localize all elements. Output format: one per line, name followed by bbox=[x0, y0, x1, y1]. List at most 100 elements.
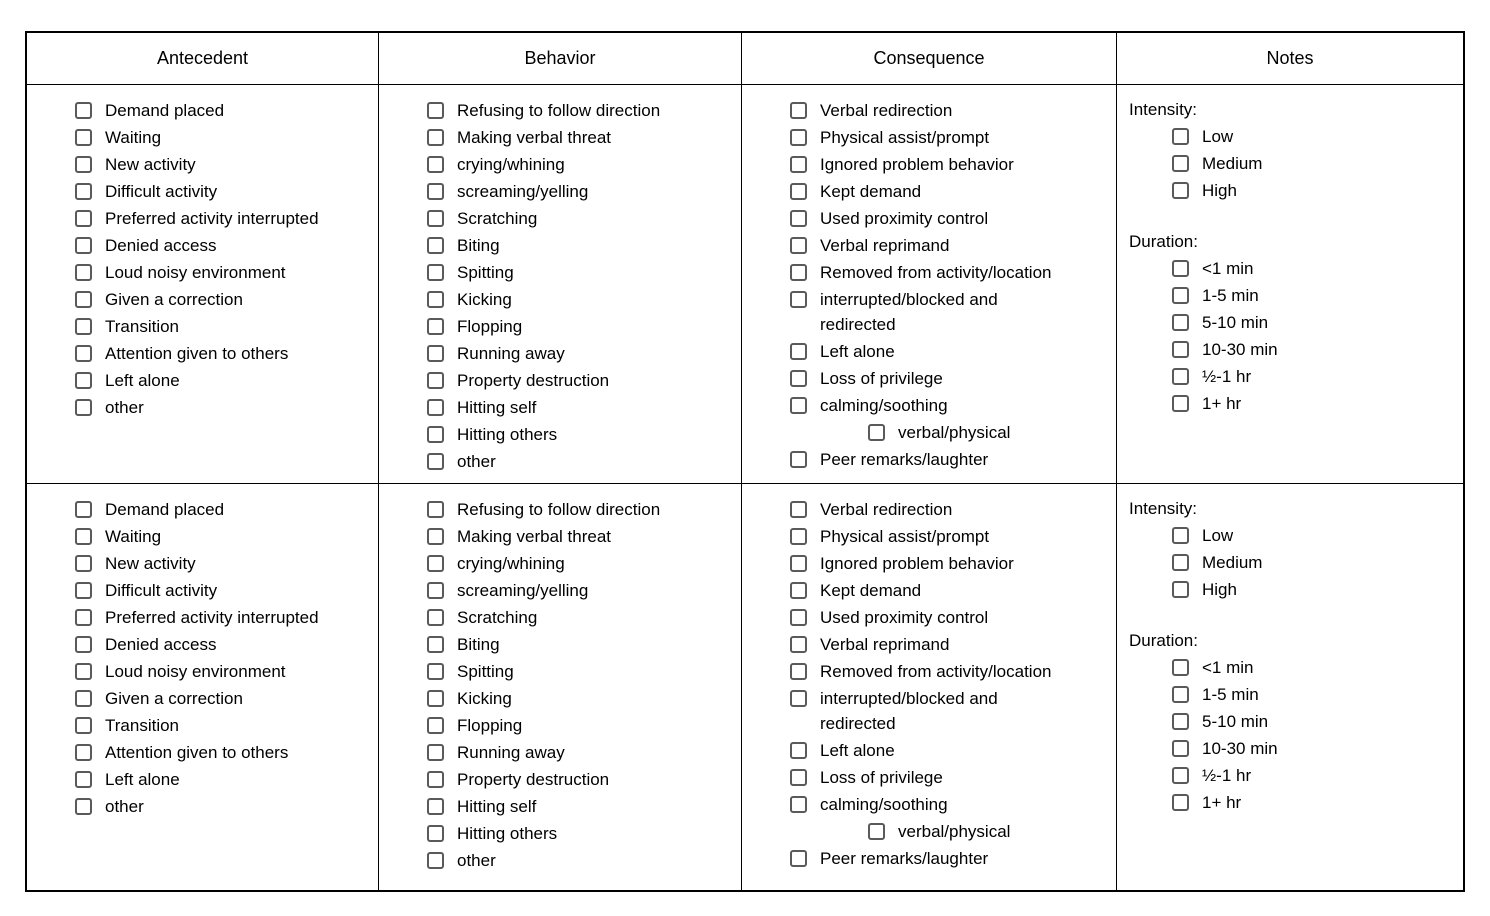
refusing-to-follow-direction-checkbox[interactable] bbox=[427, 102, 444, 119]
transition-checkbox[interactable] bbox=[75, 717, 92, 734]
high-checkbox[interactable] bbox=[1172, 581, 1189, 598]
spitting-checkbox[interactable] bbox=[427, 264, 444, 281]
calming-soothing-checkbox[interactable] bbox=[790, 796, 807, 813]
5-10-min-checkbox[interactable] bbox=[1172, 713, 1189, 730]
refusing-to-follow-direction-checkbox[interactable] bbox=[427, 501, 444, 518]
other-checkbox[interactable] bbox=[427, 852, 444, 869]
left-alone-checkbox[interactable] bbox=[75, 372, 92, 389]
verbal-physical-checkbox[interactable] bbox=[868, 823, 885, 840]
1-min-checkbox[interactable] bbox=[1172, 260, 1189, 277]
verbal-reprimand-checkbox[interactable] bbox=[790, 636, 807, 653]
1-min-checkbox[interactable] bbox=[1172, 659, 1189, 676]
loss-of-privilege-checkbox[interactable] bbox=[790, 769, 807, 786]
given-a-correction-checkbox[interactable] bbox=[75, 291, 92, 308]
check-item-1-5-min: 1-5 min bbox=[1172, 283, 1457, 308]
verbal-redirection-checkbox[interactable] bbox=[790, 102, 807, 119]
crying-whining-checkbox[interactable] bbox=[427, 555, 444, 572]
scratching-checkbox[interactable] bbox=[427, 609, 444, 626]
kept-demand-checkbox[interactable] bbox=[790, 582, 807, 599]
left-alone-checkbox[interactable] bbox=[790, 742, 807, 759]
loud-noisy-environment-checkbox[interactable] bbox=[75, 663, 92, 680]
hitting-others-checkbox[interactable] bbox=[427, 825, 444, 842]
screaming-yelling-checkbox[interactable] bbox=[427, 582, 444, 599]
difficult-activity-checkbox[interactable] bbox=[75, 582, 92, 599]
loss-of-privilege-checkbox[interactable] bbox=[790, 370, 807, 387]
making-verbal-threat-checkbox[interactable] bbox=[427, 129, 444, 146]
biting-checkbox[interactable] bbox=[427, 237, 444, 254]
peer-remarks-laughter-checkbox[interactable] bbox=[790, 451, 807, 468]
hitting-self-checkbox[interactable] bbox=[427, 798, 444, 815]
high-checkbox[interactable] bbox=[1172, 182, 1189, 199]
1-5-min-checkbox[interactable] bbox=[1172, 686, 1189, 703]
verbal-redirection-checkbox[interactable] bbox=[790, 501, 807, 518]
check-item-attention-given-to-others: Attention given to others bbox=[75, 341, 372, 366]
loud-noisy-environment-checkbox[interactable] bbox=[75, 264, 92, 281]
waiting-checkbox[interactable] bbox=[75, 129, 92, 146]
peer-remarks-laughter-checkbox[interactable] bbox=[790, 850, 807, 867]
kicking-checkbox[interactable] bbox=[427, 690, 444, 707]
demand-placed-checkbox[interactable] bbox=[75, 501, 92, 518]
physical-assist-prompt-checkbox[interactable] bbox=[790, 129, 807, 146]
low-checkbox[interactable] bbox=[1172, 128, 1189, 145]
1-hr-checkbox[interactable] bbox=[1172, 767, 1189, 784]
hitting-self-checkbox[interactable] bbox=[427, 399, 444, 416]
kept-demand-checkbox[interactable] bbox=[790, 183, 807, 200]
denied-access-checkbox[interactable] bbox=[75, 237, 92, 254]
spitting-checkbox[interactable] bbox=[427, 663, 444, 680]
physical-assist-prompt-checkbox[interactable] bbox=[790, 528, 807, 545]
medium-checkbox[interactable] bbox=[1172, 155, 1189, 172]
medium-checkbox[interactable] bbox=[1172, 554, 1189, 571]
used-proximity-control-checkbox[interactable] bbox=[790, 609, 807, 626]
denied-access-checkbox[interactable] bbox=[75, 636, 92, 653]
waiting-checkbox[interactable] bbox=[75, 528, 92, 545]
1-hr-checkbox[interactable] bbox=[1172, 794, 1189, 811]
other-checkbox[interactable] bbox=[75, 798, 92, 815]
flopping-checkbox[interactable] bbox=[427, 318, 444, 335]
used-proximity-control-checkbox[interactable] bbox=[790, 210, 807, 227]
new-activity-checkbox[interactable] bbox=[75, 555, 92, 572]
preferred-activity-interrupted-checkbox[interactable] bbox=[75, 210, 92, 227]
10-30-min-checkbox[interactable] bbox=[1172, 740, 1189, 757]
screaming-yelling-checkbox[interactable] bbox=[427, 183, 444, 200]
verbal-reprimand-checkbox[interactable] bbox=[790, 237, 807, 254]
scratching-checkbox[interactable] bbox=[427, 210, 444, 227]
flopping-checkbox[interactable] bbox=[427, 717, 444, 734]
check-item-loss-of-privilege: Loss of privilege bbox=[790, 366, 1110, 391]
1-5-min-checkbox[interactable] bbox=[1172, 287, 1189, 304]
running-away-checkbox[interactable] bbox=[427, 345, 444, 362]
calming-soothing-checkbox[interactable] bbox=[790, 397, 807, 414]
ignored-problem-behavior-checkbox[interactable] bbox=[790, 156, 807, 173]
5-10-min-checkbox[interactable] bbox=[1172, 314, 1189, 331]
difficult-activity-checkbox[interactable] bbox=[75, 183, 92, 200]
attention-given-to-others-checkbox[interactable] bbox=[75, 345, 92, 362]
making-verbal-threat-checkbox[interactable] bbox=[427, 528, 444, 545]
transition-checkbox[interactable] bbox=[75, 318, 92, 335]
1-hr-checkbox[interactable] bbox=[1172, 368, 1189, 385]
hitting-others-checkbox[interactable] bbox=[427, 426, 444, 443]
removed-from-activity-location-checkbox[interactable] bbox=[790, 264, 807, 281]
left-alone-checkbox[interactable] bbox=[75, 771, 92, 788]
other-checkbox[interactable] bbox=[75, 399, 92, 416]
removed-from-activity-location-checkbox[interactable] bbox=[790, 663, 807, 680]
new-activity-checkbox[interactable] bbox=[75, 156, 92, 173]
verbal-physical-checkbox[interactable] bbox=[868, 424, 885, 441]
demand-placed-checkbox[interactable] bbox=[75, 102, 92, 119]
1-hr-checkbox[interactable] bbox=[1172, 395, 1189, 412]
crying-whining-checkbox[interactable] bbox=[427, 156, 444, 173]
other-checkbox[interactable] bbox=[427, 453, 444, 470]
ignored-problem-behavior-checkbox[interactable] bbox=[790, 555, 807, 572]
property-destruction-checkbox[interactable] bbox=[427, 771, 444, 788]
kicking-checkbox[interactable] bbox=[427, 291, 444, 308]
property-destruction-checkbox[interactable] bbox=[427, 372, 444, 389]
check-label: Loud noisy environment bbox=[105, 662, 286, 681]
low-checkbox[interactable] bbox=[1172, 527, 1189, 544]
given-a-correction-checkbox[interactable] bbox=[75, 690, 92, 707]
biting-checkbox[interactable] bbox=[427, 636, 444, 653]
attention-given-to-others-checkbox[interactable] bbox=[75, 744, 92, 761]
interrupted-blocked-and-redirected-checkbox[interactable] bbox=[790, 291, 807, 308]
preferred-activity-interrupted-checkbox[interactable] bbox=[75, 609, 92, 626]
running-away-checkbox[interactable] bbox=[427, 744, 444, 761]
left-alone-checkbox[interactable] bbox=[790, 343, 807, 360]
interrupted-blocked-and-redirected-checkbox[interactable] bbox=[790, 690, 807, 707]
10-30-min-checkbox[interactable] bbox=[1172, 341, 1189, 358]
